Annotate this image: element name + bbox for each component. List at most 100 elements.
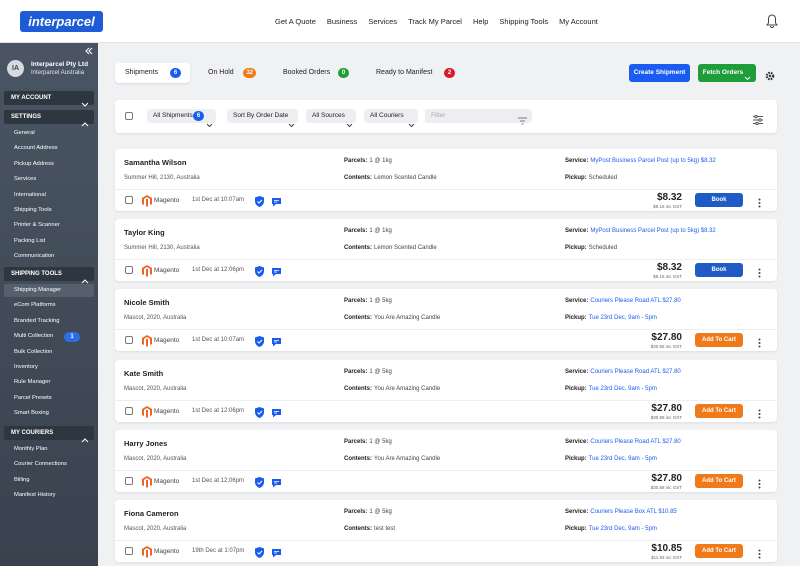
row-checkbox[interactable] [125, 336, 133, 345]
menu-label: Shipping Manager [14, 287, 62, 293]
customer-name: Nicole Smith [124, 298, 170, 308]
section-header[interactable]: SETTINGS [4, 110, 94, 127]
menu-item[interactable]: Account Address [4, 142, 94, 155]
filter-icon [518, 112, 527, 130]
filter-label: All Shipments [153, 112, 193, 119]
row-checkbox[interactable] [125, 406, 133, 415]
chevron [81, 430, 89, 448]
menu-item[interactable]: General [4, 127, 94, 140]
detail-value: 1 @ 5kg [369, 438, 392, 445]
tab[interactable]: Ready to Manifest 2 [366, 63, 464, 83]
bell-icon[interactable] [766, 14, 778, 28]
nav-link[interactable]: Help [472, 17, 489, 26]
menu-item[interactable]: Multi Collection 1 [4, 330, 94, 343]
price-inc-gst: $30.58 inc GST [650, 414, 682, 420]
message-icon [271, 334, 282, 352]
menu-item[interactable]: Pickup Address [4, 158, 94, 171]
detail-row: Contents: Lemon Scented Candle [344, 175, 437, 181]
message-icon-svg [272, 478, 281, 488]
menu-item[interactable]: Branded Tracking [4, 315, 94, 328]
detail-label: Pickup: [565, 385, 587, 392]
detail-label: Parcels: [344, 158, 368, 164]
create-shipment-button[interactable]: Create Shipment [629, 64, 690, 82]
menu-label: Branded Tracking [14, 317, 60, 324]
section-header[interactable]: MY COURIERS [4, 426, 94, 443]
magento-icon-svg [142, 546, 152, 558]
message-icon [271, 194, 282, 212]
tab[interactable]: On Hold 32 [198, 63, 265, 83]
detail-value: Tue 23rd Dec, 9am - 5pm [588, 315, 657, 322]
order-action-button[interactable]: Book [695, 193, 743, 207]
order-action-button[interactable]: Add To Cart [695, 403, 743, 418]
nav-link[interactable]: Track My Parcel [408, 17, 462, 26]
menu-item[interactable]: Shipping Tools [4, 204, 94, 217]
detail-value: Scheduled [588, 175, 618, 181]
section-header[interactable]: MY ACCOUNT [4, 91, 94, 107]
menu-item[interactable]: eCom Platforms [4, 299, 94, 312]
nav-link[interactable]: Services [368, 17, 398, 26]
more-icon [758, 476, 761, 494]
order-action-button[interactable]: Add To Cart [695, 544, 743, 558]
menu-item[interactable]: Shipping Manager [4, 284, 94, 297]
order-source: Magento [154, 407, 180, 415]
section-title: SHIPPING TOOLS [11, 271, 62, 277]
magento-icon-svg [142, 335, 152, 348]
main: Shipments 6 On Hold 32 Booked Orders 0 Ready t… [98, 43, 800, 566]
menu-item[interactable]: Packing List [4, 235, 94, 248]
sort-filter[interactable]: Sort By Order Date [227, 109, 298, 123]
menu-item[interactable]: Parcel Presets [4, 392, 94, 405]
menu-item[interactable]: Inventory [4, 361, 94, 374]
section-header[interactable]: SHIPPING TOOLS [4, 267, 94, 284]
tab[interactable]: Booked Orders 0 [273, 63, 358, 83]
nav-link[interactable]: Get A Quote [275, 17, 316, 26]
menu-item[interactable]: Rule Manager [4, 376, 94, 389]
row-checkbox[interactable] [125, 196, 133, 204]
filter-input[interactable]: Filter [425, 109, 532, 123]
detail-row: Contents: test test [344, 526, 395, 532]
menu-item[interactable]: Monthly Plan [4, 443, 94, 456]
filter-count: 6 [193, 111, 204, 121]
shipments-filter[interactable]: All Shipments 6 [147, 109, 216, 123]
top-bar: interparcel Get A Quote Business Services Tr… [0, 0, 800, 43]
row-checkbox[interactable] [125, 547, 133, 555]
select-all-checkbox[interactable] [125, 112, 133, 120]
menu-item[interactable]: Communication [4, 250, 94, 263]
order-action-button[interactable]: Add To Cart [695, 333, 743, 348]
dropdown-arrow-svg [288, 123, 295, 128]
nav-link[interactable]: My Account [559, 17, 598, 26]
sources-filter[interactable]: All Sources [306, 109, 356, 123]
tab[interactable]: Shipments 6 [115, 63, 190, 83]
menu-label: Communication [14, 253, 55, 260]
menu-item[interactable]: Printer & Scanner [4, 219, 94, 232]
customer-address: Mascot, 2020, Australia [124, 526, 187, 532]
row-checkbox[interactable] [125, 266, 133, 275]
couriers-filter[interactable]: All Couriers [364, 109, 418, 123]
nav-link[interactable]: Shipping Tools [499, 17, 549, 26]
menu-item[interactable]: International [4, 189, 94, 202]
magento-icon-svg [142, 265, 152, 278]
row-checkbox[interactable] [125, 476, 133, 485]
fetch-orders-button[interactable]: Fetch Orders [698, 64, 756, 82]
customer-address: Mascot, 2020, Australia [124, 315, 187, 322]
collapse-icon[interactable] [85, 47, 93, 55]
menu-item[interactable]: Services [4, 173, 94, 186]
nav-link[interactable]: Business [326, 17, 358, 26]
detail-value: 1 @ 5kg [369, 509, 392, 515]
detail-row: Pickup: Tue 23rd Dec, 9am - 5pm [565, 526, 657, 532]
chevron-svg [81, 438, 89, 443]
menu-item[interactable]: Bulk Collection [4, 346, 94, 359]
menu-item[interactable]: Courier Connections [4, 458, 94, 471]
detail-row: Contents: You Are Amazing Candle [344, 386, 440, 392]
order-action-button[interactable]: Book [695, 263, 743, 278]
menu-item[interactable]: Manifest History [4, 489, 94, 502]
price: $27.80 [651, 472, 682, 484]
menu-label: Monthly Plan [14, 446, 48, 452]
menu-label: Manifest History [14, 492, 56, 499]
order-action-button[interactable]: Add To Cart [695, 473, 743, 488]
menu-item[interactable]: Smart Boxing [4, 407, 94, 420]
dropdown-arrow [288, 115, 295, 133]
customer-address: Mascot, 2020, Australia [124, 385, 187, 392]
detail-label: Pickup: [565, 315, 587, 322]
more-icon-svg [758, 479, 761, 489]
menu-item[interactable]: Billing [4, 474, 94, 487]
